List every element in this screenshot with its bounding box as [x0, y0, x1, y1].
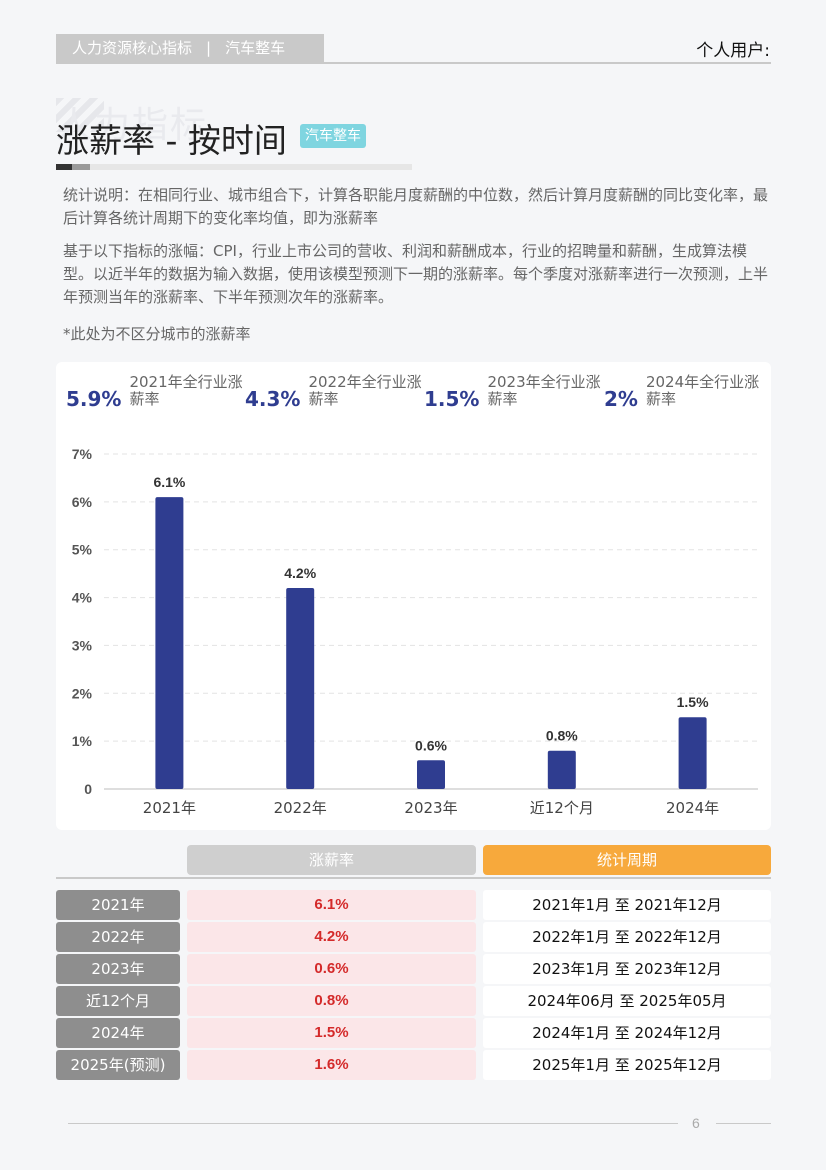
- bar: [547, 750, 576, 789]
- industry-tag: 汽车整车: [300, 124, 366, 148]
- x-tick-label: 2022年: [274, 799, 327, 817]
- stat-label: 2021年全行业涨薪率: [129, 373, 243, 408]
- row-rate: 0.6%: [187, 954, 476, 984]
- stat-value: 5.9%: [66, 387, 122, 411]
- row-period: 2024年1月 至 2024年12月: [483, 1018, 771, 1048]
- header-tab-right: 汽车整车: [225, 39, 286, 57]
- table-row: 近12个月 0.8% 2024年06月 至 2025年05月: [56, 986, 771, 1016]
- row-period: 2022年1月 至 2022年12月: [483, 922, 771, 952]
- row-period: 2025年1月 至 2025年12月: [483, 1050, 771, 1080]
- y-tick-label: 4%: [72, 590, 93, 606]
- header-tab-separator: |: [206, 39, 212, 57]
- y-tick-label: 6%: [72, 494, 93, 510]
- footer-line-right: [716, 1123, 771, 1124]
- stat-2021: 5.9% 2021年全行业涨薪率: [66, 373, 249, 412]
- user-label: 个人用户:: [696, 41, 770, 61]
- y-tick-label: 2%: [72, 685, 93, 701]
- y-tick-label: 1%: [72, 733, 93, 749]
- y-tick-label: 5%: [72, 542, 93, 558]
- data-label: 6.1%: [153, 474, 185, 490]
- table-row: 2023年 0.6% 2023年1月 至 2023年12月: [56, 954, 771, 984]
- table-row: 2024年 1.5% 2024年1月 至 2024年12月: [56, 1018, 771, 1048]
- stat-2024: 2% 2024年全行业涨薪率: [604, 373, 766, 412]
- stat-value: 4.3%: [245, 387, 301, 411]
- stat-value: 1.5%: [424, 387, 480, 411]
- page-title: 涨薪率 - 按时间: [56, 121, 287, 160]
- header-category-tab: 人力资源核心指标 | 汽车整车: [56, 34, 324, 63]
- row-period: 2023年1月 至 2023年12月: [483, 954, 771, 984]
- x-tick-label: 近12个月: [530, 799, 594, 817]
- table-header-rate: 涨薪率: [187, 845, 476, 875]
- description-paragraph-1: 统计说明：在相同行业、城市组合下，计算各职能月度薪酬的中位数，然后计算月度薪酬的…: [63, 186, 769, 227]
- title-underline: [56, 164, 412, 170]
- salary-growth-bar-chart: 0 1% 2% 3% 4% 5% 6% 7% 6.1% 2021年 4.2% 2022年 0.6% 202…: [72, 446, 758, 817]
- title-underline-accent-gray: [72, 164, 90, 170]
- bar: [155, 497, 184, 789]
- table-header-period: 统计周期: [483, 845, 771, 875]
- stat-value: 2%: [604, 387, 638, 411]
- bar: [286, 588, 315, 789]
- stat-label: 2022年全行业涨薪率: [308, 373, 422, 408]
- row-rate: 0.8%: [187, 986, 476, 1016]
- stat-label: 2024年全行业涨薪率: [645, 373, 760, 408]
- data-label: 0.8%: [546, 728, 578, 744]
- data-label: 1.5%: [677, 694, 709, 710]
- stat-2022: 4.3% 2022年全行业涨薪率: [245, 373, 428, 412]
- data-label: 0.6%: [415, 737, 447, 753]
- title-watermark: 人力指标: [56, 105, 209, 146]
- header-divider: [56, 62, 771, 64]
- x-tick-label: 2023年: [404, 799, 457, 817]
- table-row: 2025年(预测) 1.6% 2025年1月 至 2025年12月: [56, 1050, 771, 1080]
- row-year: 2025年(预测): [56, 1050, 180, 1080]
- y-tick-label: 3%: [72, 637, 93, 653]
- row-year: 2023年: [56, 954, 180, 984]
- y-tick-label: 0: [84, 781, 92, 797]
- table-row: 2021年 6.1% 2021年1月 至 2021年12月: [56, 890, 771, 920]
- stat-label: 2023年全行业涨薪率: [487, 373, 601, 408]
- header-tab-left: 人力资源核心指标: [72, 39, 193, 57]
- footer-line-left: [68, 1123, 678, 1124]
- table-header-divider: [56, 877, 771, 879]
- bar: [417, 760, 445, 789]
- title-underline-accent-dark: [56, 164, 72, 170]
- bar: [678, 717, 707, 789]
- row-rate: 4.2%: [187, 922, 476, 952]
- row-period: 2021年1月 至 2021年12月: [483, 890, 771, 920]
- description-paragraph-2: 基于以下指标的涨幅：CPI，行业上市公司的营收、利润和薪酬成本，行业的招聘量和薪…: [63, 242, 769, 306]
- data-label: 4.2%: [284, 565, 316, 581]
- description-note: *此处为不区分城市的涨薪率: [63, 325, 251, 343]
- stat-2023: 1.5% 2023年全行业涨薪率: [424, 373, 607, 412]
- table-row: 2022年 4.2% 2022年1月 至 2022年12月: [56, 922, 771, 952]
- page-number: 6: [692, 1115, 700, 1131]
- row-year: 2024年: [56, 1018, 180, 1048]
- x-tick-label: 2021年: [143, 799, 196, 817]
- row-year: 近12个月: [56, 986, 180, 1016]
- row-rate: 1.5%: [187, 1018, 476, 1048]
- x-tick-label: 2024年: [666, 799, 719, 817]
- row-rate: 1.6%: [187, 1050, 476, 1080]
- row-year: 2022年: [56, 922, 180, 952]
- row-rate: 6.1%: [187, 890, 476, 920]
- y-tick-label: 7%: [72, 446, 93, 462]
- row-year: 2021年: [56, 890, 180, 920]
- watermark-stripes: [56, 98, 104, 132]
- row-period: 2024年06月 至 2025年05月: [483, 986, 771, 1016]
